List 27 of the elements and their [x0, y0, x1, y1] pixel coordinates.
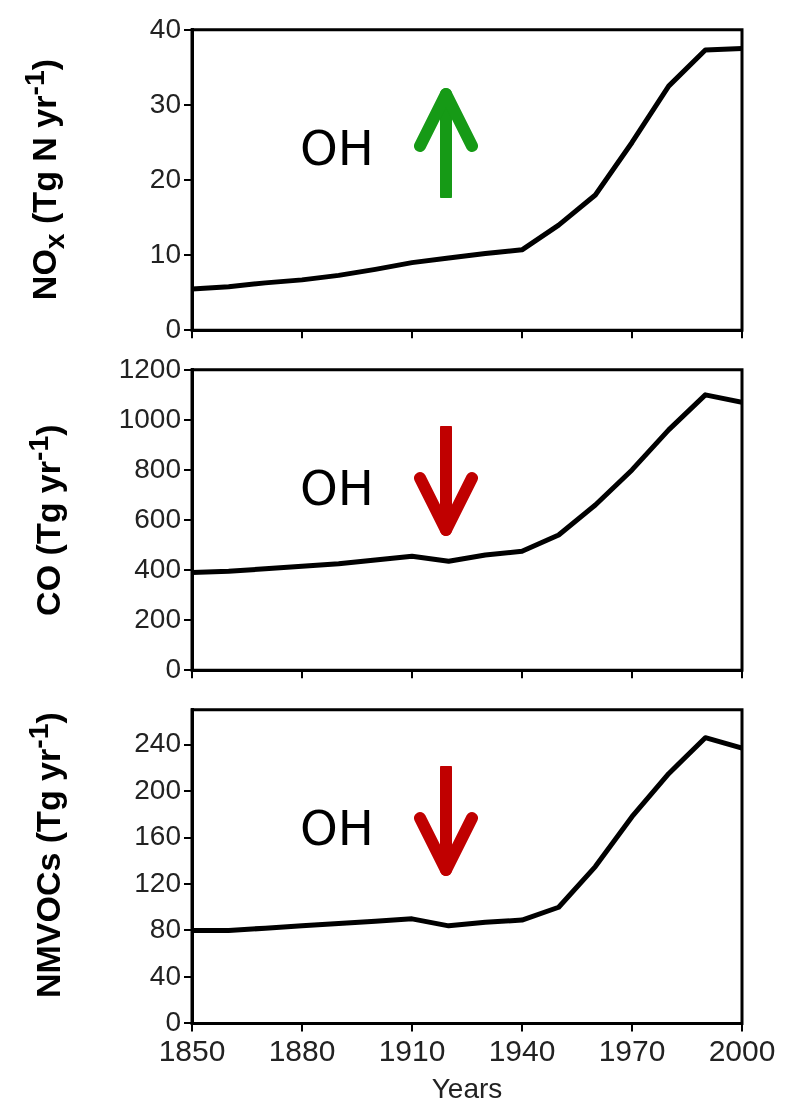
y-tick-label: 20	[149, 162, 181, 194]
y-tick-label: 120	[134, 866, 181, 898]
y-tick-label: 200	[134, 773, 181, 805]
x-tick-label: 2000	[708, 1033, 776, 1067]
y-tick-label: 30	[149, 87, 181, 119]
y-tick-label: 10	[149, 237, 181, 269]
y-tick-label: 160	[134, 820, 181, 852]
y-tick-label: 0	[165, 312, 181, 344]
x-tick-label: 1940	[488, 1033, 556, 1067]
x-tick-label: 1910	[378, 1033, 446, 1067]
x-axis-title: Years	[431, 1072, 503, 1104]
x-tick-label: 1880	[268, 1033, 336, 1067]
x-tick-label: 1970	[598, 1033, 666, 1067]
y-tick-label: 0	[165, 652, 181, 684]
y-tick-label: 400	[134, 552, 181, 584]
y-tick-label: 200	[134, 602, 181, 634]
annotation: OH	[300, 800, 374, 856]
y-tick-label: 240	[134, 727, 181, 759]
annotation: OH	[300, 120, 374, 176]
y-tick-label: 1200	[118, 352, 181, 384]
y-tick-label: 80	[149, 913, 181, 945]
y-tick-label: 600	[134, 502, 181, 534]
y-tick-label: 800	[134, 452, 181, 484]
annotation: OH	[300, 460, 374, 516]
y-tick-label: 40	[149, 959, 181, 991]
y-tick-label: 1000	[118, 402, 181, 434]
y-tick-label: 40	[149, 12, 181, 44]
